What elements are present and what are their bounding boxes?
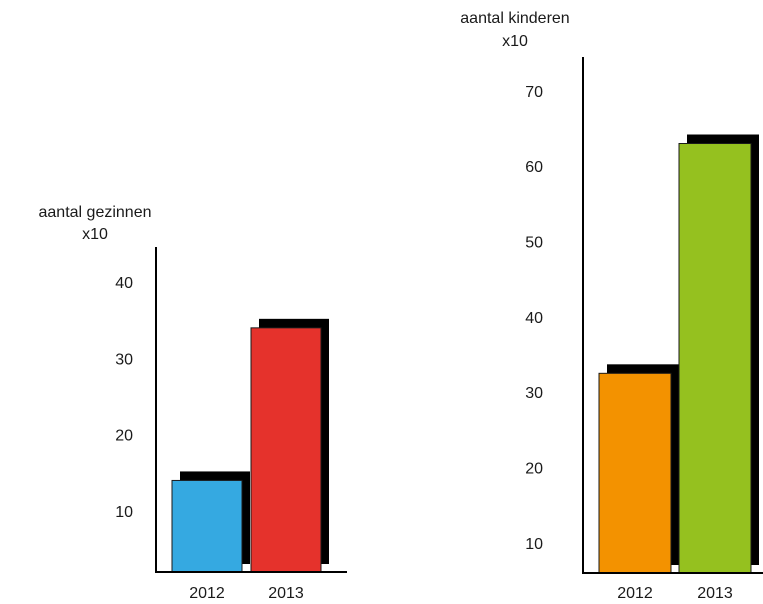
x-ticks: 2012 2013: [189, 585, 304, 602]
bars: [598, 134, 759, 574]
y-tick-label: 20: [525, 461, 543, 478]
y-tick-label: 40: [115, 275, 133, 292]
bar-2012: [171, 479, 243, 573]
y-tick-label: 40: [525, 310, 543, 327]
chart-gezinnen: aantal gezinnen x10 10 20 30 40 2012 2013: [39, 204, 347, 602]
y-tick-label: 60: [525, 159, 543, 176]
y-axis-label: aantal gezinnen: [39, 204, 152, 221]
bar-2013: [678, 143, 752, 574]
x-tick-label: 2013: [697, 585, 733, 602]
bar-2013: [250, 327, 322, 573]
x-ticks: 2012 2013: [617, 585, 733, 602]
y-tick-label: 70: [525, 84, 543, 101]
x-tick-label: 2012: [189, 585, 225, 602]
x-tick-label: 2013: [268, 585, 304, 602]
y-tick-label: 10: [115, 504, 133, 521]
bars: [171, 318, 329, 573]
y-tick-label: 10: [525, 536, 543, 553]
y-axis-unit: x10: [502, 33, 528, 50]
y-tick-label: 20: [115, 428, 133, 445]
x-tick-label: 2012: [617, 585, 653, 602]
y-axis-unit: x10: [82, 226, 108, 243]
y-tick-label: 30: [525, 385, 543, 402]
y-ticks: 10 20 30 40 50 60 70: [525, 84, 543, 553]
y-ticks: 10 20 30 40: [115, 275, 133, 521]
bar-2012: [598, 372, 672, 574]
y-tick-label: 50: [525, 234, 543, 251]
y-axis-label: aantal kinderen: [460, 10, 569, 27]
y-tick-label: 30: [115, 351, 133, 368]
